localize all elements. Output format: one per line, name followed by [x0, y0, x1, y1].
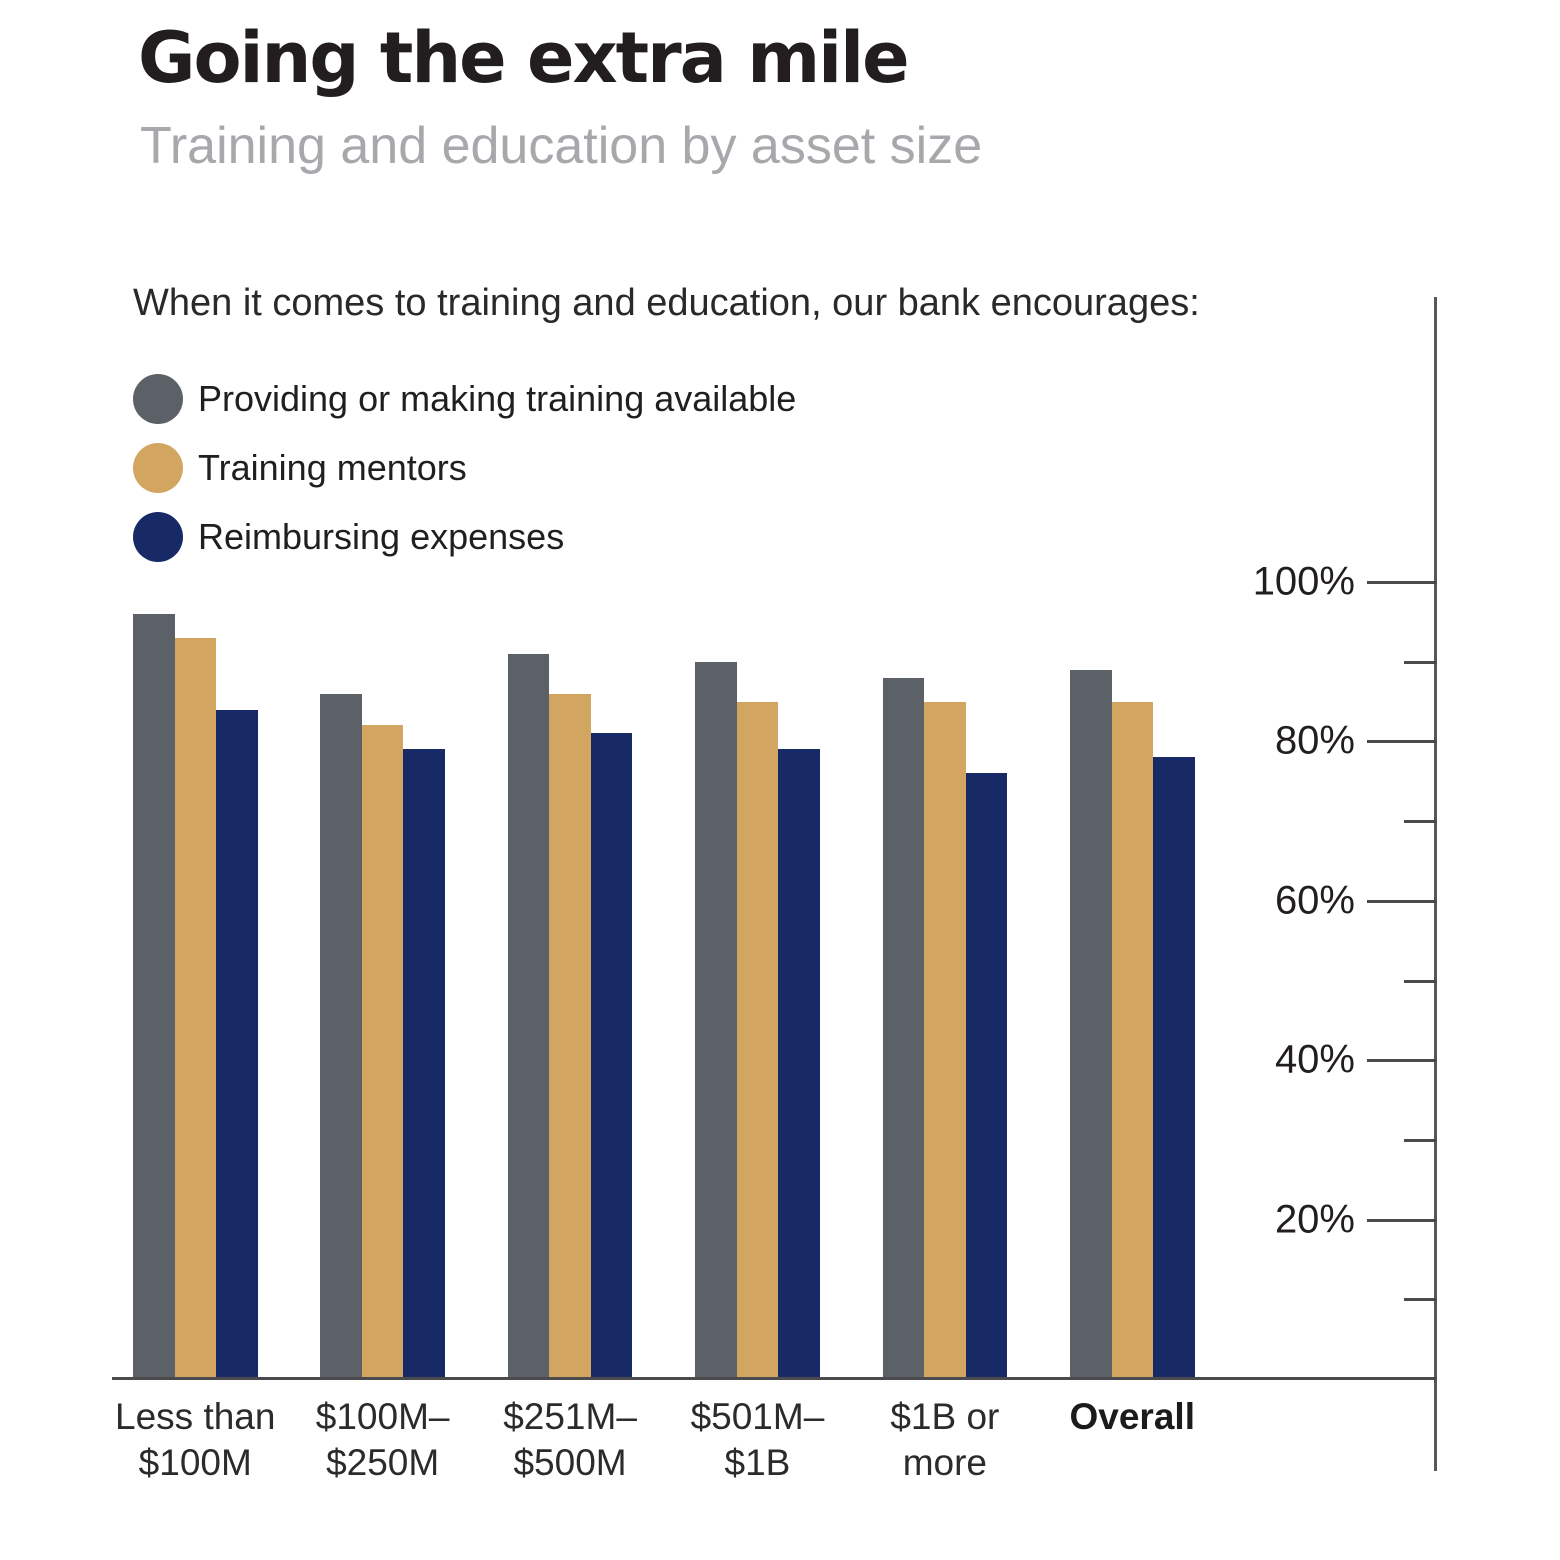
bar-reimbursing-251m-500m	[590, 733, 633, 1379]
bar-providing-less-than-100m	[133, 613, 175, 1379]
y-tick-minor-10	[1404, 1298, 1437, 1302]
y-tick-80	[1367, 740, 1437, 744]
bar-mentors-less-than-100m	[174, 637, 216, 1379]
bar-mentors-1b-or-more	[924, 701, 966, 1379]
y-tick-label-60: 60%	[1274, 878, 1355, 923]
legend-label: Providing or making training available	[198, 378, 797, 419]
y-axis-line	[1434, 297, 1437, 1471]
legend-dot-tan-icon	[133, 443, 183, 493]
legend-item-mentors: Training mentors	[133, 443, 796, 493]
bar-providing-1b-or-more	[882, 677, 925, 1379]
bar-mentors-overall	[1111, 701, 1153, 1379]
x-label-501m-1b: $501M– $1B	[690, 1396, 825, 1483]
x-label-100m-250m: $100M– $250M	[315, 1396, 450, 1483]
bar-providing-251m-500m	[507, 653, 550, 1379]
x-label-less-than-100m: Less than $100M	[115, 1396, 276, 1483]
y-tick-40	[1367, 1059, 1437, 1063]
bar-reimbursing-less-than-100m	[216, 709, 258, 1379]
legend-item-reimbursing: Reimbursing expenses	[133, 512, 796, 562]
y-tick-minor-50	[1404, 979, 1437, 983]
y-tick-20	[1367, 1218, 1437, 1222]
x-label-1b-or-more: $1B or more	[890, 1396, 1000, 1483]
bar-mentors-251m-500m	[549, 693, 591, 1379]
bar-mentors-100m-250m	[361, 725, 404, 1379]
y-tick-100	[1367, 581, 1437, 584]
legend-label: Training mentors	[198, 447, 467, 488]
x-label-251m-500m: $251M– $500M	[503, 1396, 637, 1483]
bar-reimbursing-100m-250m	[403, 749, 445, 1379]
bar-mentors-501m-1b	[736, 701, 779, 1379]
legend-item-providing: Providing or making training available	[133, 374, 796, 424]
y-tick-label-80: 80%	[1274, 718, 1355, 763]
bar-providing-100m-250m	[320, 693, 362, 1379]
chart-intro-text: When it comes to training and education,…	[133, 282, 1200, 324]
bar-reimbursing-1b-or-more	[965, 773, 1008, 1379]
legend-dot-gray-icon	[133, 374, 183, 424]
legend-dot-navy-icon	[133, 512, 183, 562]
page-subtitle: Training and education by asset size	[140, 117, 983, 175]
y-tick-minor-90	[1404, 660, 1437, 664]
bar-providing-overall	[1070, 669, 1112, 1379]
y-tick-label-100: 100%	[1252, 559, 1355, 604]
x-label-overall: Overall	[1069, 1396, 1195, 1437]
bar-reimbursing-overall	[1153, 757, 1195, 1379]
y-tick-minor-70	[1404, 820, 1437, 824]
page-title: Going the extra mile	[138, 17, 910, 99]
x-axis-baseline	[112, 1377, 1437, 1380]
bar-reimbursing-501m-1b	[778, 749, 820, 1379]
y-tick-60	[1367, 899, 1437, 903]
y-tick-label-40: 40%	[1274, 1037, 1355, 1082]
bar-providing-501m-1b	[695, 661, 737, 1379]
y-tick-minor-30	[1404, 1138, 1437, 1142]
y-tick-label-20: 20%	[1274, 1197, 1355, 1242]
legend-label: Reimbursing expenses	[198, 516, 565, 557]
chart-legend: Providing or making training available T…	[133, 374, 796, 581]
